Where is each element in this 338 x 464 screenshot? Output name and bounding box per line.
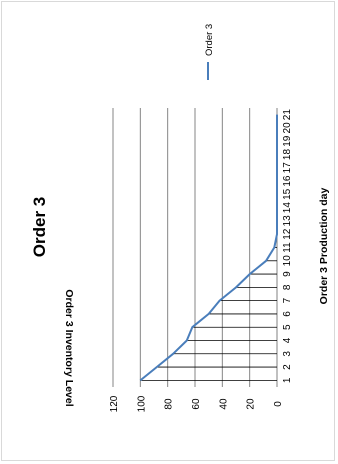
- y-tick-labels: 0 20 40 60 80 100 120: [109, 395, 284, 412]
- x-tick-label: 17: [282, 162, 293, 174]
- legend: Order 3: [204, 24, 215, 80]
- x-tick-label: 16: [282, 175, 293, 187]
- chart-title: Order 3: [30, 197, 49, 257]
- x-axis-title: Order 3 Production day: [318, 188, 330, 305]
- x-tick-label: 18: [282, 149, 293, 161]
- x-tick-label: 1: [282, 377, 293, 383]
- series-line: [139, 114, 278, 382]
- y-tick-label: 40: [218, 398, 229, 410]
- x-tick-label: 20: [282, 122, 293, 134]
- legend-label: Order 3: [204, 24, 215, 56]
- x-tick-label: 2: [282, 364, 293, 370]
- x-tick-label: 11: [282, 242, 293, 253]
- y-tick-label: 60: [191, 398, 202, 410]
- x-tick-label: 5: [282, 324, 293, 330]
- x-tick-label: 15: [282, 188, 293, 200]
- x-tick-label: 3: [282, 351, 293, 357]
- y-axis-title: Order 3 Inventory Level: [63, 289, 75, 406]
- x-tick-label: 13: [282, 215, 293, 227]
- x-tick-label: 10: [282, 255, 293, 267]
- y-tick-label: 80: [164, 398, 175, 410]
- x-tick-label: 14: [282, 202, 293, 214]
- x-tick-label: 19: [282, 135, 293, 147]
- drop-lines: [140, 247, 277, 381]
- y-tick-label: 0: [273, 401, 284, 407]
- series-layer: [139, 114, 278, 382]
- gridlines: [112, 108, 278, 387]
- y-tick-label: 100: [136, 395, 147, 412]
- x-tick-label: 21: [282, 109, 293, 121]
- x-tick-label: 7: [282, 297, 293, 303]
- x-tick-label: 12: [282, 228, 293, 240]
- chart-area: [1, 1, 335, 461]
- y-tick-label: 20: [246, 398, 257, 410]
- y-tick-label: 120: [109, 395, 120, 412]
- x-tick-label: 8: [282, 284, 293, 290]
- x-tick-label: 6: [282, 311, 293, 317]
- x-tick-label: 4: [282, 337, 293, 343]
- x-tick-label: 9: [282, 271, 293, 277]
